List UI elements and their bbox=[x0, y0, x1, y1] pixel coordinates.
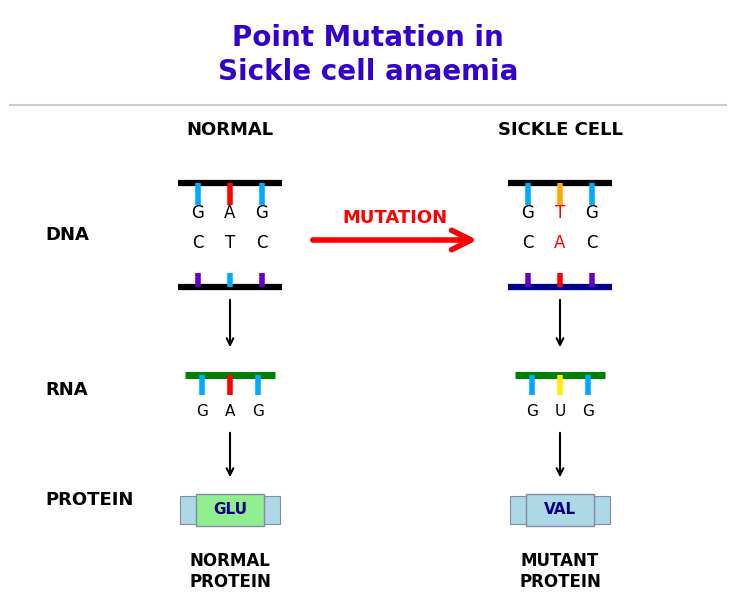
Text: C: C bbox=[523, 234, 534, 252]
Text: SICKLE CELL: SICKLE CELL bbox=[498, 121, 623, 139]
Text: A: A bbox=[224, 405, 236, 419]
Text: PROTEIN: PROTEIN bbox=[45, 491, 133, 509]
Text: G: G bbox=[526, 405, 538, 419]
FancyBboxPatch shape bbox=[526, 494, 594, 526]
Text: G: G bbox=[252, 405, 264, 419]
FancyBboxPatch shape bbox=[180, 496, 196, 524]
Text: C: C bbox=[256, 234, 268, 252]
Text: MUTANT
PROTEIN: MUTANT PROTEIN bbox=[519, 552, 601, 591]
Text: GLU: GLU bbox=[213, 503, 247, 517]
Text: DNA: DNA bbox=[45, 226, 89, 244]
Text: NORMAL
PROTEIN: NORMAL PROTEIN bbox=[189, 552, 271, 591]
Text: A: A bbox=[554, 234, 566, 252]
Text: Sickle cell anaemia: Sickle cell anaemia bbox=[218, 58, 518, 86]
Text: A: A bbox=[224, 204, 236, 222]
Text: G: G bbox=[196, 405, 208, 419]
Text: U: U bbox=[554, 405, 566, 419]
FancyBboxPatch shape bbox=[196, 494, 264, 526]
Text: G: G bbox=[255, 204, 269, 222]
Text: Point Mutation in: Point Mutation in bbox=[232, 24, 504, 52]
Text: G: G bbox=[586, 204, 598, 222]
FancyBboxPatch shape bbox=[594, 496, 610, 524]
Text: C: C bbox=[587, 234, 598, 252]
Text: G: G bbox=[582, 405, 594, 419]
Text: G: G bbox=[191, 204, 205, 222]
Text: T: T bbox=[555, 204, 565, 222]
Text: T: T bbox=[225, 234, 235, 252]
Text: RNA: RNA bbox=[45, 381, 88, 399]
Text: MUTATION: MUTATION bbox=[342, 209, 447, 227]
Text: G: G bbox=[522, 204, 534, 222]
FancyBboxPatch shape bbox=[510, 496, 526, 524]
Text: VAL: VAL bbox=[544, 503, 576, 517]
FancyBboxPatch shape bbox=[264, 496, 280, 524]
Text: C: C bbox=[192, 234, 204, 252]
Text: NORMAL: NORMAL bbox=[186, 121, 274, 139]
